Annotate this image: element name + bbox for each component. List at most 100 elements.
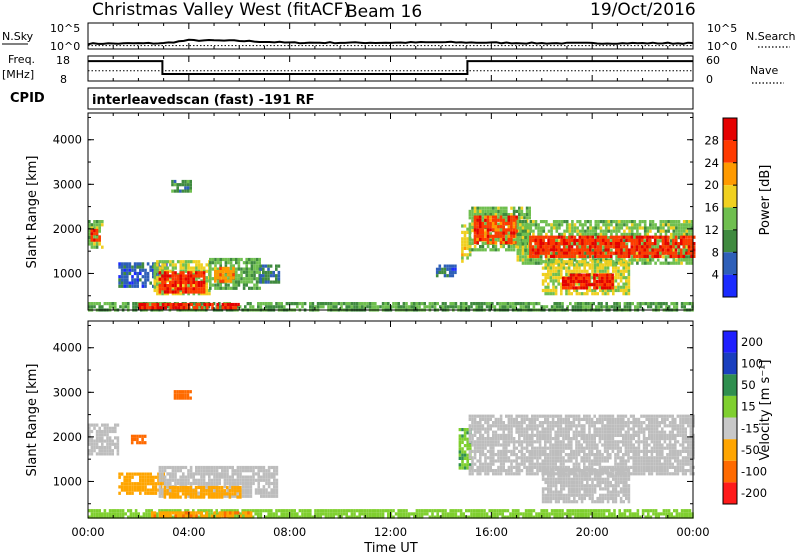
power-cell: [625, 260, 628, 263]
power-cell: [615, 276, 618, 279]
velocity-cell: [473, 512, 476, 515]
velocity-cell: [268, 479, 271, 482]
velocity-cell: [117, 424, 120, 427]
power-cell: [275, 305, 278, 308]
velocity-cell: [98, 433, 101, 436]
velocity-cell: [174, 466, 177, 469]
velocity-cell: [461, 460, 464, 463]
power-cell: [522, 220, 525, 223]
power-cell: [238, 261, 241, 264]
power-cell: [176, 183, 179, 186]
power-cell: [657, 248, 660, 251]
power-cell: [351, 302, 354, 305]
power-cell: [649, 230, 652, 233]
velocity-cell: [332, 512, 335, 515]
velocity-cell: [479, 466, 482, 469]
power-cell: [544, 292, 547, 295]
power-cell: [572, 280, 575, 283]
power-cell: [553, 305, 556, 308]
power-cell: [605, 233, 608, 236]
velocity-cell: [144, 476, 147, 479]
velocity-cell: [455, 509, 458, 512]
power-cell: [565, 260, 568, 263]
velocity-cell: [325, 512, 328, 515]
power-cell: [542, 242, 545, 245]
power-cell: [552, 283, 555, 286]
power-cell: [625, 248, 628, 251]
power-cell: [513, 241, 516, 244]
power-cell: [527, 262, 530, 265]
power-cell: [227, 306, 230, 309]
velocity-cell: [91, 452, 94, 455]
power-cell: [479, 232, 482, 235]
power-cell: [144, 272, 147, 275]
power-cell: [543, 226, 546, 229]
velocity-cell: [195, 489, 198, 492]
velocity-cell: [192, 482, 195, 485]
power-cell: [631, 220, 634, 223]
power-cell: [487, 225, 490, 228]
power-cell: [267, 305, 270, 308]
velocity-cell: [210, 509, 213, 512]
power-cell: [683, 223, 686, 226]
power-cell: [348, 302, 351, 305]
power-cell: [243, 268, 246, 271]
power-cell: [620, 242, 623, 245]
power-cell: [466, 240, 469, 243]
velocity-cell: [101, 452, 104, 455]
velocity-cell: [624, 512, 627, 515]
power-cell: [356, 302, 359, 305]
velocity-cell: [600, 512, 603, 515]
power-cell: [568, 263, 571, 266]
velocity-cell: [301, 509, 304, 512]
velocity-cell: [192, 476, 195, 479]
power-cell: [631, 258, 634, 261]
power-cell: [676, 302, 679, 305]
power-cell: [232, 306, 235, 309]
power-cell: [519, 249, 522, 252]
power-cell: [537, 236, 540, 239]
velocity-cell: [111, 427, 114, 430]
velocity-cell: [608, 512, 611, 515]
power-cell: [578, 260, 581, 263]
power-cell: [552, 279, 555, 282]
velocity-cell: [224, 482, 227, 485]
power-cell: [484, 219, 487, 222]
power-cell: [606, 274, 609, 277]
power-cell: [626, 305, 629, 308]
power-cell: [615, 286, 618, 289]
power-cell: [449, 305, 452, 308]
power-cell: [583, 286, 586, 289]
power-cell: [510, 222, 513, 225]
power-cell: [245, 277, 248, 280]
power-cell: [524, 246, 527, 249]
velocity-cell: [452, 512, 455, 515]
velocity-cell: [221, 469, 224, 472]
power-cell: [620, 236, 623, 239]
velocity-cell: [104, 430, 107, 433]
velocity-cell: [689, 512, 692, 515]
velocity-cell: [198, 466, 201, 469]
velocity-cell: [106, 449, 109, 452]
power-cell: [535, 262, 538, 265]
power-cell: [667, 239, 670, 242]
power-cell: [141, 303, 144, 306]
velocity-cell: [574, 509, 577, 512]
power-cell: [548, 230, 551, 233]
power-cell: [147, 272, 150, 275]
velocity-cell: [216, 466, 219, 469]
velocity-cell: [466, 460, 469, 463]
power-cell: [358, 302, 361, 305]
power-cell: [177, 278, 180, 281]
power-cell: [131, 278, 134, 281]
power-cell: [607, 292, 610, 295]
power-cell: [106, 302, 109, 305]
power-cell: [265, 302, 268, 305]
velocity-cell: [131, 435, 134, 438]
power-cell: [325, 302, 328, 305]
power-cell: [487, 222, 490, 225]
power-cell: [688, 239, 691, 242]
power-cell: [361, 302, 364, 305]
power-cell: [602, 255, 605, 258]
power-cell: [530, 230, 533, 233]
